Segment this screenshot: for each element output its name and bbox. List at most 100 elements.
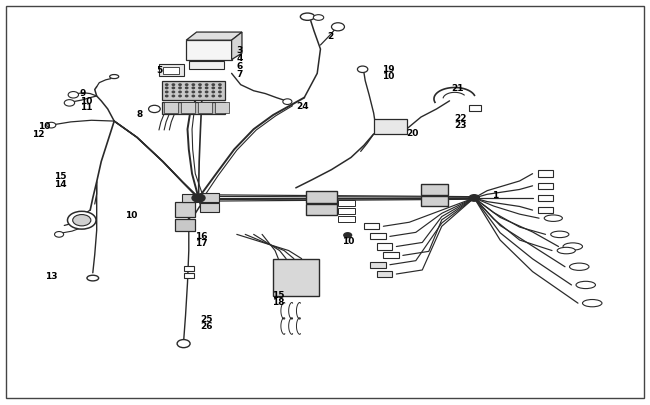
Polygon shape [186, 33, 242, 41]
Bar [538, 183, 552, 190]
Bar [306, 192, 337, 203]
Circle shape [172, 96, 175, 98]
Circle shape [64, 100, 75, 107]
Text: 5: 5 [157, 66, 162, 75]
Bar [377, 244, 393, 250]
Text: 9: 9 [80, 89, 86, 98]
Bar [364, 224, 380, 230]
Polygon shape [231, 33, 242, 60]
Circle shape [185, 85, 188, 86]
Ellipse shape [544, 215, 562, 222]
Bar [198, 103, 212, 114]
Ellipse shape [551, 232, 569, 238]
Text: 8: 8 [137, 110, 143, 119]
Circle shape [177, 340, 190, 348]
Circle shape [192, 85, 194, 86]
Text: 19: 19 [382, 65, 395, 74]
Circle shape [283, 100, 292, 105]
Circle shape [166, 96, 168, 98]
Circle shape [172, 85, 175, 86]
Text: 15: 15 [272, 290, 284, 299]
Circle shape [172, 92, 175, 94]
Bar [273, 259, 318, 296]
Circle shape [199, 96, 201, 98]
Text: 18: 18 [272, 297, 284, 306]
Text: 3: 3 [237, 45, 243, 54]
Circle shape [219, 96, 221, 98]
Bar [162, 81, 225, 101]
Bar [174, 220, 195, 232]
Circle shape [185, 92, 188, 94]
Text: 23: 23 [455, 121, 467, 130]
Text: 10: 10 [125, 211, 138, 220]
Bar [338, 208, 355, 215]
Text: 13: 13 [45, 271, 57, 280]
Circle shape [205, 96, 208, 98]
Bar [384, 253, 399, 259]
Circle shape [179, 96, 181, 98]
Circle shape [55, 232, 64, 238]
Text: 6: 6 [237, 62, 243, 70]
Ellipse shape [300, 14, 315, 21]
Circle shape [166, 92, 168, 94]
Text: 11: 11 [80, 103, 92, 112]
Text: 4: 4 [237, 53, 243, 62]
Text: 10: 10 [382, 72, 395, 81]
Circle shape [199, 85, 201, 86]
Bar [200, 194, 218, 202]
Text: 21: 21 [452, 84, 464, 93]
Bar [421, 196, 448, 207]
Text: 10: 10 [38, 122, 51, 131]
Ellipse shape [569, 263, 589, 271]
Bar [200, 204, 218, 213]
Circle shape [179, 85, 181, 86]
Bar [163, 68, 179, 75]
Circle shape [219, 85, 221, 86]
Circle shape [166, 88, 168, 90]
Bar [214, 103, 229, 114]
Circle shape [149, 106, 161, 113]
Circle shape [205, 85, 208, 86]
Bar [377, 271, 393, 277]
Circle shape [179, 88, 181, 90]
Text: 16: 16 [195, 231, 208, 240]
Ellipse shape [563, 243, 582, 251]
Circle shape [332, 24, 344, 32]
Bar [183, 273, 194, 278]
Circle shape [219, 92, 221, 94]
Circle shape [68, 92, 79, 99]
Circle shape [192, 88, 194, 90]
Bar [538, 195, 552, 202]
Text: 22: 22 [455, 113, 467, 122]
Bar [186, 41, 231, 60]
Circle shape [199, 88, 201, 90]
Bar [370, 262, 386, 268]
Circle shape [68, 212, 96, 230]
Circle shape [185, 96, 188, 98]
Bar [162, 102, 225, 115]
Text: 1: 1 [491, 191, 498, 200]
Circle shape [166, 85, 168, 86]
Circle shape [212, 85, 214, 86]
Ellipse shape [582, 300, 602, 307]
Bar [421, 185, 448, 195]
Text: 10: 10 [80, 96, 92, 105]
Circle shape [212, 88, 214, 90]
Circle shape [192, 194, 205, 202]
Circle shape [205, 88, 208, 90]
Text: 14: 14 [54, 180, 66, 189]
Text: 24: 24 [296, 102, 309, 111]
Circle shape [47, 123, 56, 129]
Text: 7: 7 [237, 70, 243, 79]
Circle shape [192, 92, 194, 94]
Circle shape [219, 88, 221, 90]
Text: 20: 20 [406, 129, 419, 138]
Bar [174, 202, 195, 218]
Text: 2: 2 [327, 32, 333, 40]
Text: 12: 12 [32, 129, 44, 139]
Circle shape [212, 92, 214, 94]
Ellipse shape [557, 248, 575, 254]
Circle shape [212, 96, 214, 98]
Bar [338, 216, 355, 223]
Bar [370, 234, 386, 240]
